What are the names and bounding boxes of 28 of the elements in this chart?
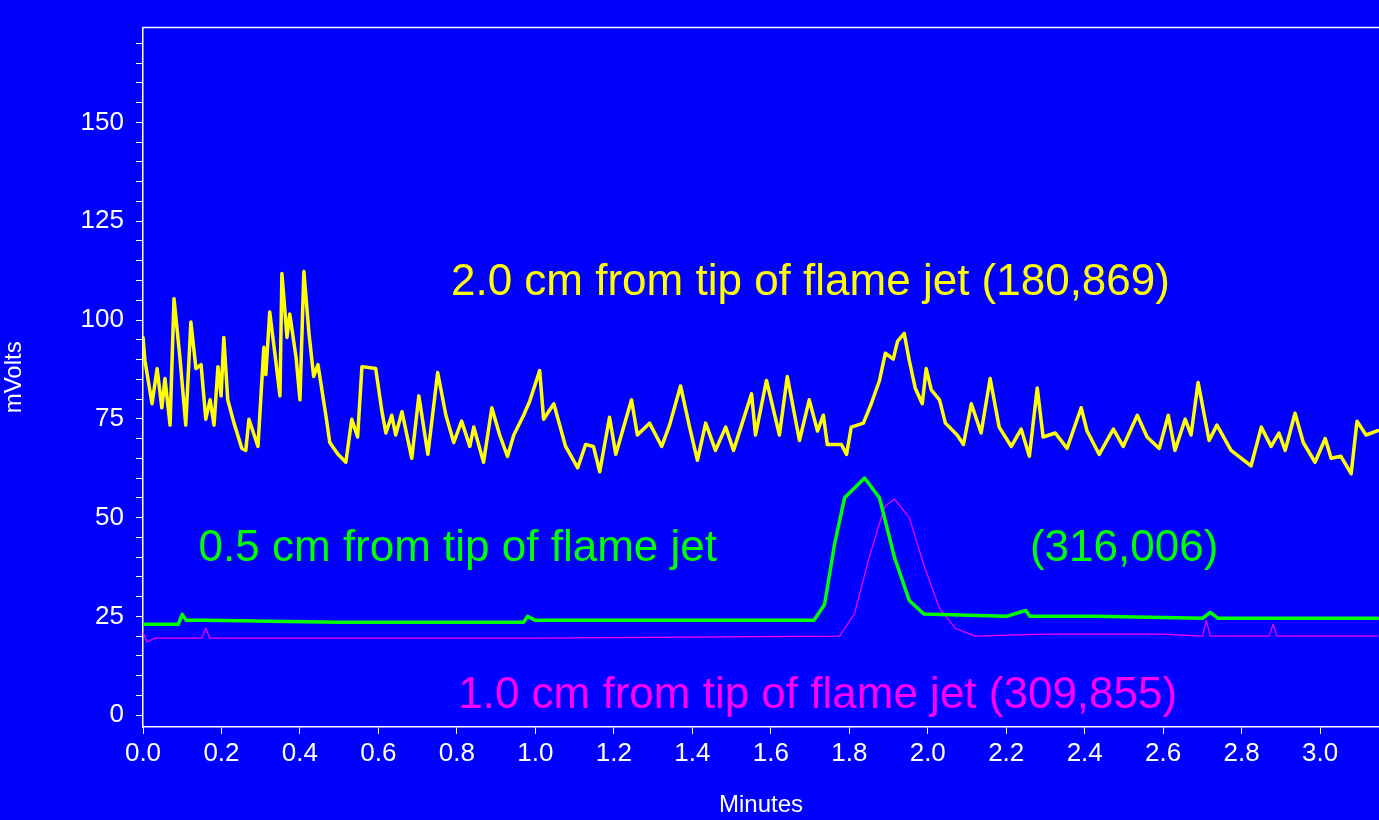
- x-tick-label: 1.8: [831, 736, 868, 767]
- x-tick-label: 0.0: [124, 736, 162, 767]
- x-tick-label: 2.0: [909, 736, 946, 767]
- x-tick-label: 2.6: [1145, 736, 1182, 767]
- x-tick-label: 1.4: [674, 736, 711, 767]
- text: 0.5 cm from tip of flame jet (316,006): [198, 520, 1219, 570]
- y-axis-title: mVolts: [0, 341, 27, 414]
- x-tick-label: 2.4: [1066, 736, 1103, 767]
- x-tick-label: 0.6: [360, 736, 397, 767]
- x-tick-label: 2.8: [1223, 736, 1260, 767]
- series-label: 2.0 cm from tip of flame jet (180,869): [450, 255, 1170, 305]
- x-tick-label: 0.2: [203, 736, 240, 767]
- y-tick-label: 25: [95, 599, 124, 630]
- x-tick-label: 1.6: [752, 736, 789, 767]
- x-tick-label: 1.0: [517, 736, 554, 767]
- y-tick-label: 0: [109, 698, 124, 729]
- y-tick-label: 75: [95, 401, 124, 432]
- x-axis-title: Minutes: [718, 790, 804, 818]
- x-tick-label: 2.2: [988, 736, 1025, 767]
- y-tick-label: 150: [80, 105, 124, 136]
- y-tick-label: 50: [95, 500, 124, 531]
- series-label: 1.0 cm from tip of flame jet (309,855): [458, 667, 1178, 717]
- x-tick-label: 1.2: [595, 736, 632, 767]
- y-tick-label: 100: [80, 303, 124, 334]
- x-tick-label: 0.8: [438, 736, 475, 767]
- x-tick-label: 3.0: [1302, 736, 1339, 767]
- y-tick-label: 125: [80, 204, 124, 235]
- x-tick-label: 0.4: [281, 736, 319, 767]
